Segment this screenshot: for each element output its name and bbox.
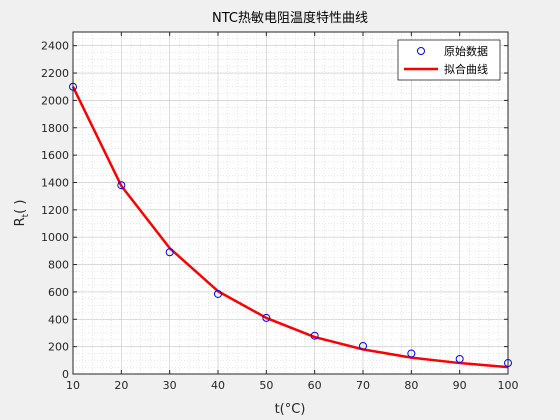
data-point: [117, 181, 126, 190]
plot-frame: [72, 31, 509, 375]
x-tick-label: 40: [211, 379, 225, 392]
y-tick-label: 2000: [41, 94, 69, 107]
y-tick-label: 2200: [41, 67, 69, 80]
legend-label-original-data: 原始数据: [444, 44, 488, 58]
y-axis-label-subscript: t: [21, 213, 31, 217]
x-tick-label: 90: [453, 379, 467, 392]
y-tick-label: 1600: [41, 149, 69, 162]
chart-title: NTC热敏电阻温度特性曲线: [212, 10, 368, 26]
data-point: [359, 341, 367, 350]
y-axis-label-unit: ( ): [13, 200, 28, 214]
series-layer: [69, 82, 512, 369]
data-point: [455, 354, 464, 363]
legend: 原始数据 拟合曲线: [397, 39, 501, 81]
x-tick-label: 20: [114, 379, 128, 392]
y-tick-label: 1200: [41, 204, 69, 217]
x-tick-label: 30: [163, 379, 177, 392]
data-point: [310, 331, 319, 340]
y-axis-label-main: R: [13, 217, 28, 226]
data-point: [407, 349, 416, 358]
x-tick-label: 100: [498, 379, 519, 392]
x-tick-label: 10: [66, 379, 80, 392]
legend-marker-original-data: [417, 47, 425, 55]
x-tick-label: 50: [259, 379, 273, 392]
x-axis-label: t(°C): [275, 402, 306, 417]
fit-curve-line: [71, 86, 509, 369]
y-tick-label: 400: [48, 313, 69, 326]
x-tick-label: 70: [356, 379, 370, 392]
data-point: [165, 248, 174, 257]
x-axis-ticks: 10 20 30 40 50 60 70 80 90 100: [66, 32, 519, 392]
y-tick-label: 1400: [41, 176, 69, 189]
y-tick-label: 2400: [41, 40, 69, 53]
y-tick-label: 1800: [41, 122, 69, 135]
y-tick-label: 200: [48, 341, 69, 354]
y-axis-ticks: 0 200 400 600 800 1000 1200 1400 1600 1800 2000 220…: [41, 40, 508, 381]
y-tick-label: 0: [62, 368, 69, 381]
y-axis-label: Rt( ): [13, 200, 31, 227]
y-tick-label: 1000: [41, 231, 69, 244]
y-tick-label: 600: [48, 286, 69, 299]
y-tick-label: 800: [48, 259, 69, 272]
data-point: [214, 289, 222, 298]
legend-box: [397, 39, 501, 81]
x-tick-label: 80: [404, 379, 418, 392]
legend-label-fit-curve: 拟合曲线: [444, 62, 488, 76]
data-point: [262, 313, 271, 322]
x-tick-label: 60: [308, 379, 322, 392]
